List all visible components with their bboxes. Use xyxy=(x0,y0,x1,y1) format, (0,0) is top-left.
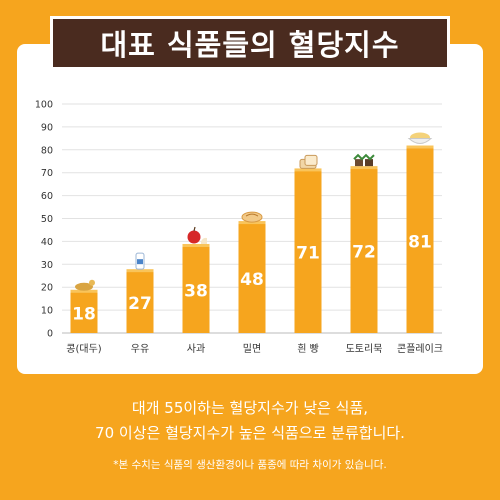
y-tick-label: 60 xyxy=(41,191,53,202)
y-tick-label: 70 xyxy=(41,168,53,179)
food-icons xyxy=(75,132,433,291)
bar-top-edge xyxy=(126,269,154,273)
bar xyxy=(406,147,434,333)
chart-title: 대표 식품들의 혈당지수 xyxy=(100,28,400,62)
x-axis-categories: 콩(대두) 우유 사과 밀면 흰 빵 도토리묵 콘플레이크 xyxy=(66,343,443,355)
category-label: 사과 xyxy=(187,343,205,355)
category-label: 우유 xyxy=(131,343,149,355)
y-tick-label: 0 xyxy=(47,329,53,340)
y-tick-label: 30 xyxy=(41,260,53,271)
bar-top-edge xyxy=(406,145,434,149)
category-label: 콘플레이크 xyxy=(397,343,443,355)
bar-top-edge xyxy=(182,243,210,247)
bar-top-edge xyxy=(350,166,378,170)
footer-line-2: 70 이상은 혈당지수가 높은 식품으로 분류합니다. xyxy=(95,424,405,442)
bar xyxy=(182,245,210,333)
bar-top-edge xyxy=(70,289,98,293)
category-label: 밀면 xyxy=(243,343,261,355)
value-label: 72 xyxy=(352,243,376,263)
bar xyxy=(350,168,378,333)
y-tick-label: 80 xyxy=(41,145,53,156)
y-tick-label: 10 xyxy=(41,306,53,317)
footer-note: *본 수치는 식품의 생산환경이나 품종에 따라 차이가 있습니다. xyxy=(113,459,387,471)
y-axis-ticks: 0 10 20 30 40 50 60 70 80 90 100 xyxy=(35,100,53,340)
value-label: 27 xyxy=(128,294,152,314)
y-tick-label: 40 xyxy=(41,237,53,248)
soybean-icon xyxy=(75,279,95,291)
bread-icon xyxy=(299,154,318,169)
bar-top-edge xyxy=(294,168,322,172)
y-tick-label: 100 xyxy=(35,100,53,111)
category-label: 흰 빵 xyxy=(297,343,319,355)
apple-icon xyxy=(187,226,207,244)
category-label: 도토리묵 xyxy=(346,343,383,355)
y-tick-label: 50 xyxy=(41,214,53,225)
value-label: 18 xyxy=(72,304,96,324)
value-labels: 18 27 38 48 71 72 81 xyxy=(72,232,432,324)
bars xyxy=(70,145,434,333)
bar xyxy=(126,271,154,333)
title-banner: 대표 식품들의 혈당지수 xyxy=(50,16,450,70)
y-tick-label: 20 xyxy=(41,283,53,294)
acorn-jelly-icon xyxy=(353,153,375,167)
value-label: 81 xyxy=(408,232,432,252)
milk-bottle-icon xyxy=(135,252,145,270)
footer-line-1: 대개 55이하는 혈당지수가 낮은 식품, xyxy=(131,399,369,417)
y-tick-label: 90 xyxy=(41,122,53,133)
value-label: 48 xyxy=(240,270,264,290)
value-label: 38 xyxy=(184,281,208,301)
value-label: 71 xyxy=(296,244,320,264)
bar xyxy=(238,223,266,333)
category-label: 콩(대두) xyxy=(66,343,102,355)
noodle-bowl-icon xyxy=(241,211,263,223)
cornflakes-bowl-icon xyxy=(407,132,433,145)
bar xyxy=(70,291,98,333)
bar xyxy=(294,170,322,333)
